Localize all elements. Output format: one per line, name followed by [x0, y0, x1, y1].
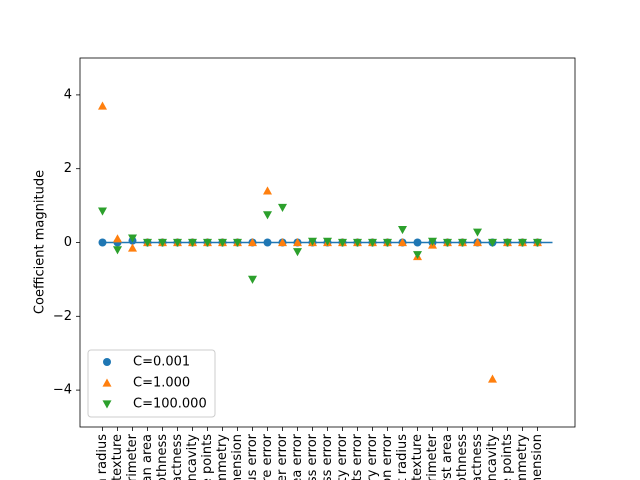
point	[413, 238, 422, 247]
y-tick-label: −2	[53, 309, 72, 324]
point	[293, 248, 302, 257]
y-tick-label: −4	[53, 383, 72, 398]
point	[218, 238, 227, 247]
point	[263, 238, 272, 247]
point	[278, 238, 287, 247]
point	[443, 238, 452, 247]
point	[473, 238, 482, 247]
point	[188, 238, 197, 247]
point	[233, 238, 242, 247]
point	[263, 211, 272, 220]
legend-box	[87, 349, 216, 418]
point	[518, 238, 527, 247]
point	[278, 203, 287, 212]
x-tick-label: worst symmetry	[515, 434, 530, 480]
x-tick-label: worst concave points	[500, 434, 515, 480]
point	[473, 228, 482, 237]
x-tick-label: radius error	[245, 433, 260, 480]
point	[323, 237, 332, 246]
x-tick-label: mean smoothness	[155, 434, 170, 480]
x-tick-label: worst texture	[410, 434, 425, 480]
point	[173, 238, 182, 247]
legend-label: C=0.001	[133, 355, 190, 370]
y-tick-label: 4	[64, 87, 72, 102]
y-tick-label: 0	[64, 235, 72, 250]
point	[428, 237, 437, 246]
x-tick-label: worst radius	[395, 434, 410, 480]
point	[113, 234, 122, 243]
legend-marker	[102, 378, 112, 387]
legend-label: C=1.000	[133, 376, 190, 391]
x-tick-label: perimeter error	[275, 433, 290, 480]
x-tick-label: mean compactness	[170, 434, 185, 480]
point	[98, 207, 107, 216]
x-tick-label: mean texture	[110, 434, 125, 480]
point	[398, 238, 407, 247]
point	[113, 246, 122, 255]
point	[383, 238, 392, 247]
x-tick-label: concavity error	[335, 433, 350, 480]
point	[203, 238, 212, 247]
x-tick-label: area error	[290, 433, 305, 480]
point	[248, 238, 257, 247]
x-tick-label: symmetry error	[365, 433, 380, 480]
point	[488, 238, 497, 247]
point	[413, 251, 422, 260]
point	[128, 243, 137, 252]
point	[458, 238, 467, 247]
point	[353, 238, 362, 247]
point	[488, 374, 497, 383]
x-tick-label: mean perimeter	[125, 433, 140, 480]
point	[293, 238, 302, 247]
x-tick-label: texture error	[260, 433, 275, 480]
x-tick-label: mean concave points	[200, 434, 215, 480]
legend-marker	[103, 358, 111, 366]
y-tick-label: 2	[64, 161, 72, 176]
legend-label: C=100.000	[133, 397, 207, 412]
point	[398, 225, 407, 235]
x-tick-label: mean area	[140, 434, 155, 480]
x-tick-label: mean radius	[95, 434, 110, 480]
point	[263, 186, 272, 195]
x-tick-label: fractal dimension error	[380, 433, 395, 480]
x-tick-label: concave points error	[350, 433, 365, 480]
point	[368, 238, 377, 247]
plot-frame	[79, 57, 576, 428]
x-tick-label: worst area	[440, 434, 455, 480]
point	[158, 238, 167, 247]
point	[128, 234, 137, 243]
x-tick-label: worst compactness	[470, 434, 485, 480]
point	[98, 101, 107, 110]
point	[338, 238, 347, 247]
x-tick-label: mean symmetry	[215, 434, 230, 480]
y-axis-label: Coefficient magnitude	[33, 170, 48, 314]
x-tick-label: worst smoothness	[455, 434, 470, 480]
legend-marker	[102, 400, 112, 409]
point	[308, 237, 317, 246]
point	[248, 275, 257, 284]
x-tick-label: worst concavity	[485, 434, 500, 480]
x-tick-label: worst fractal dimension	[530, 434, 545, 480]
x-tick-label: smoothness error	[305, 433, 320, 480]
x-tick-label: mean fractal dimension	[230, 434, 245, 480]
x-tick-label: worst perimeter	[425, 433, 440, 480]
point	[533, 238, 542, 247]
point	[143, 238, 152, 247]
x-tick-label: mean concavity	[185, 434, 200, 480]
point	[503, 238, 512, 247]
point	[98, 238, 107, 247]
x-tick-label: compactness error	[320, 433, 335, 480]
